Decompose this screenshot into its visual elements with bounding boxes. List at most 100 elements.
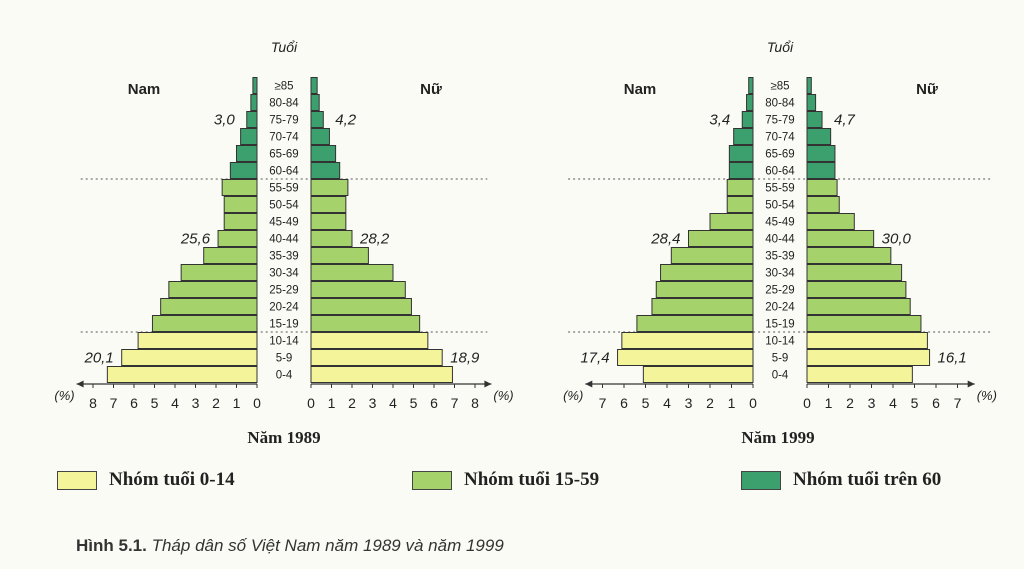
p0-bar-female-12	[310, 162, 341, 179]
p0-bar-female-6	[310, 264, 394, 281]
p1-unit-label-female: (%)	[977, 388, 997, 403]
p1-tick-label-male-5: 2	[706, 395, 714, 411]
p0-tick-label-female-0: 0	[307, 395, 315, 411]
caption-number: Hình 5.1.	[76, 536, 147, 555]
p0-age-label-12: 60-64	[269, 166, 299, 178]
p1-total-young-female: 16,1	[938, 350, 967, 367]
p1-bar-male-3	[636, 315, 754, 332]
p0-bar-male-11	[221, 179, 258, 196]
p1-tick-label-male-2: 5	[642, 395, 650, 411]
p1-bar-female-1	[806, 349, 931, 366]
p0-bar-male-14	[240, 128, 258, 145]
legend-label-old: Nhóm tuổi trên 60	[793, 469, 942, 490]
p1-age-label-5: 25-29	[765, 285, 794, 297]
p1-bar-female-9	[806, 213, 855, 230]
p1-sex-label-male: Nam	[624, 81, 657, 98]
p0-bar-female-11	[310, 179, 349, 196]
p1-bar-female-16	[806, 94, 817, 111]
p1-tick-label-female-5: 5	[911, 395, 919, 411]
p0-bar-female-16	[310, 94, 320, 111]
population-pyramids-figure: 0-45-910-1415-1920-2425-2930-3435-3940-4…	[54, 39, 997, 447]
p0-x-axis-female-arrow	[484, 380, 492, 388]
p0-bar-female-7	[310, 247, 369, 264]
p1-bar-female-7	[806, 247, 892, 264]
p1-bar-female-5	[806, 281, 907, 298]
p1-age-label-3: 15-19	[765, 319, 794, 331]
p1-tick-label-male-1: 6	[620, 395, 628, 411]
p0-total-working-male: 25,6	[180, 231, 211, 248]
p0-bar-male-2	[137, 332, 258, 349]
p0-age-label-17: ≥85	[274, 81, 293, 93]
p0-bar-female-9	[310, 213, 347, 230]
p1-age-label-4: 20-24	[765, 302, 795, 314]
p0-tick-label-male-6: 2	[212, 395, 220, 411]
p0-age-label-2: 10-14	[269, 336, 299, 348]
p1-tick-label-male-3: 4	[663, 395, 671, 411]
p1-bar-male-7	[670, 247, 754, 264]
p1-unit-label-male: (%)	[563, 388, 583, 403]
p1-age-label-1: 5-9	[772, 353, 789, 365]
p0-age-label-7: 35-39	[269, 251, 298, 263]
p1-age-label-15: 75-79	[765, 115, 794, 127]
p1-age-label-13: 65-69	[765, 149, 794, 161]
p0-tick-label-male-2: 6	[130, 395, 138, 411]
legend-item-young: Nhóm tuổi 0-14	[57, 465, 235, 495]
p1-bar-male-10	[726, 196, 754, 213]
p0-age-label-0: 0-4	[276, 370, 293, 382]
p0-bar-female-8	[310, 230, 353, 247]
p0-tick-label-female-6: 6	[430, 395, 438, 411]
p1-bar-male-11	[726, 179, 754, 196]
p1-bar-male-6	[660, 264, 754, 281]
p1-tick-label-male-6: 1	[728, 395, 736, 411]
p0-bar-male-4	[160, 298, 258, 315]
p1-bar-male-2	[621, 332, 754, 349]
p0-tick-label-male-5: 3	[192, 395, 200, 411]
p0-bar-male-8	[217, 230, 258, 247]
p1-age-label-17: ≥85	[770, 81, 789, 93]
p1-x-axis-female-arrow	[967, 380, 975, 388]
p0-total-old-male: 3,0	[214, 112, 236, 129]
p0-age-label-10: 50-54	[269, 200, 299, 212]
p1-pyramid-title: Năm 1999	[741, 428, 814, 447]
p0-total-working-female: 28,2	[359, 231, 390, 248]
p0-tick-label-female-7: 7	[451, 395, 459, 411]
p1-bar-female-10	[806, 196, 840, 213]
p0-bar-female-5	[310, 281, 406, 298]
p1-x-axis-male-arrow	[585, 380, 593, 388]
p0-bar-male-12	[229, 162, 258, 179]
p1-total-old-female: 4,7	[834, 112, 856, 129]
p1-tick-label-male-4: 3	[685, 395, 693, 411]
p1-bar-male-4	[651, 298, 754, 315]
p0-tick-label-female-5: 5	[410, 395, 418, 411]
p0-age-label-9: 45-49	[269, 217, 298, 229]
p1-tick-label-female-1: 1	[825, 395, 833, 411]
p1-age-label-11: 55-59	[765, 183, 794, 195]
p0-age-label-13: 65-69	[269, 149, 298, 161]
p1-bar-male-0	[642, 366, 754, 383]
p1-bar-female-17	[806, 77, 812, 94]
p0-bar-male-6	[180, 264, 258, 281]
p1-age-axis-title: Tuổi	[767, 39, 794, 55]
p1-bar-female-15	[806, 111, 823, 128]
p1-bar-male-13	[728, 145, 754, 162]
p0-bar-male-0	[106, 366, 258, 383]
p0-tick-label-male-7: 1	[233, 395, 241, 411]
p1-bar-female-4	[806, 298, 911, 315]
p1-tick-label-male-7: 0	[749, 395, 757, 411]
p1-bar-male-16	[746, 94, 754, 111]
p0-bar-male-1	[121, 349, 258, 366]
p1-bar-male-1	[617, 349, 754, 366]
p1-bar-male-12	[728, 162, 754, 179]
legend-label-young: Nhóm tuổi 0-14	[109, 469, 235, 490]
p1-bar-female-2	[806, 332, 928, 349]
p1-sex-label-female: Nữ	[916, 81, 938, 98]
p1-bar-male-9	[709, 213, 754, 230]
p1-tick-label-female-2: 2	[846, 395, 854, 411]
p1-bar-female-12	[806, 162, 836, 179]
p1-bar-female-8	[806, 230, 875, 247]
p0-age-label-11: 55-59	[269, 183, 298, 195]
p0-bar-female-0	[310, 366, 453, 383]
p0-unit-label-male: (%)	[54, 388, 74, 403]
p0-tick-label-female-2: 2	[348, 395, 356, 411]
p0-age-axis-title: Tuổi	[271, 39, 298, 55]
